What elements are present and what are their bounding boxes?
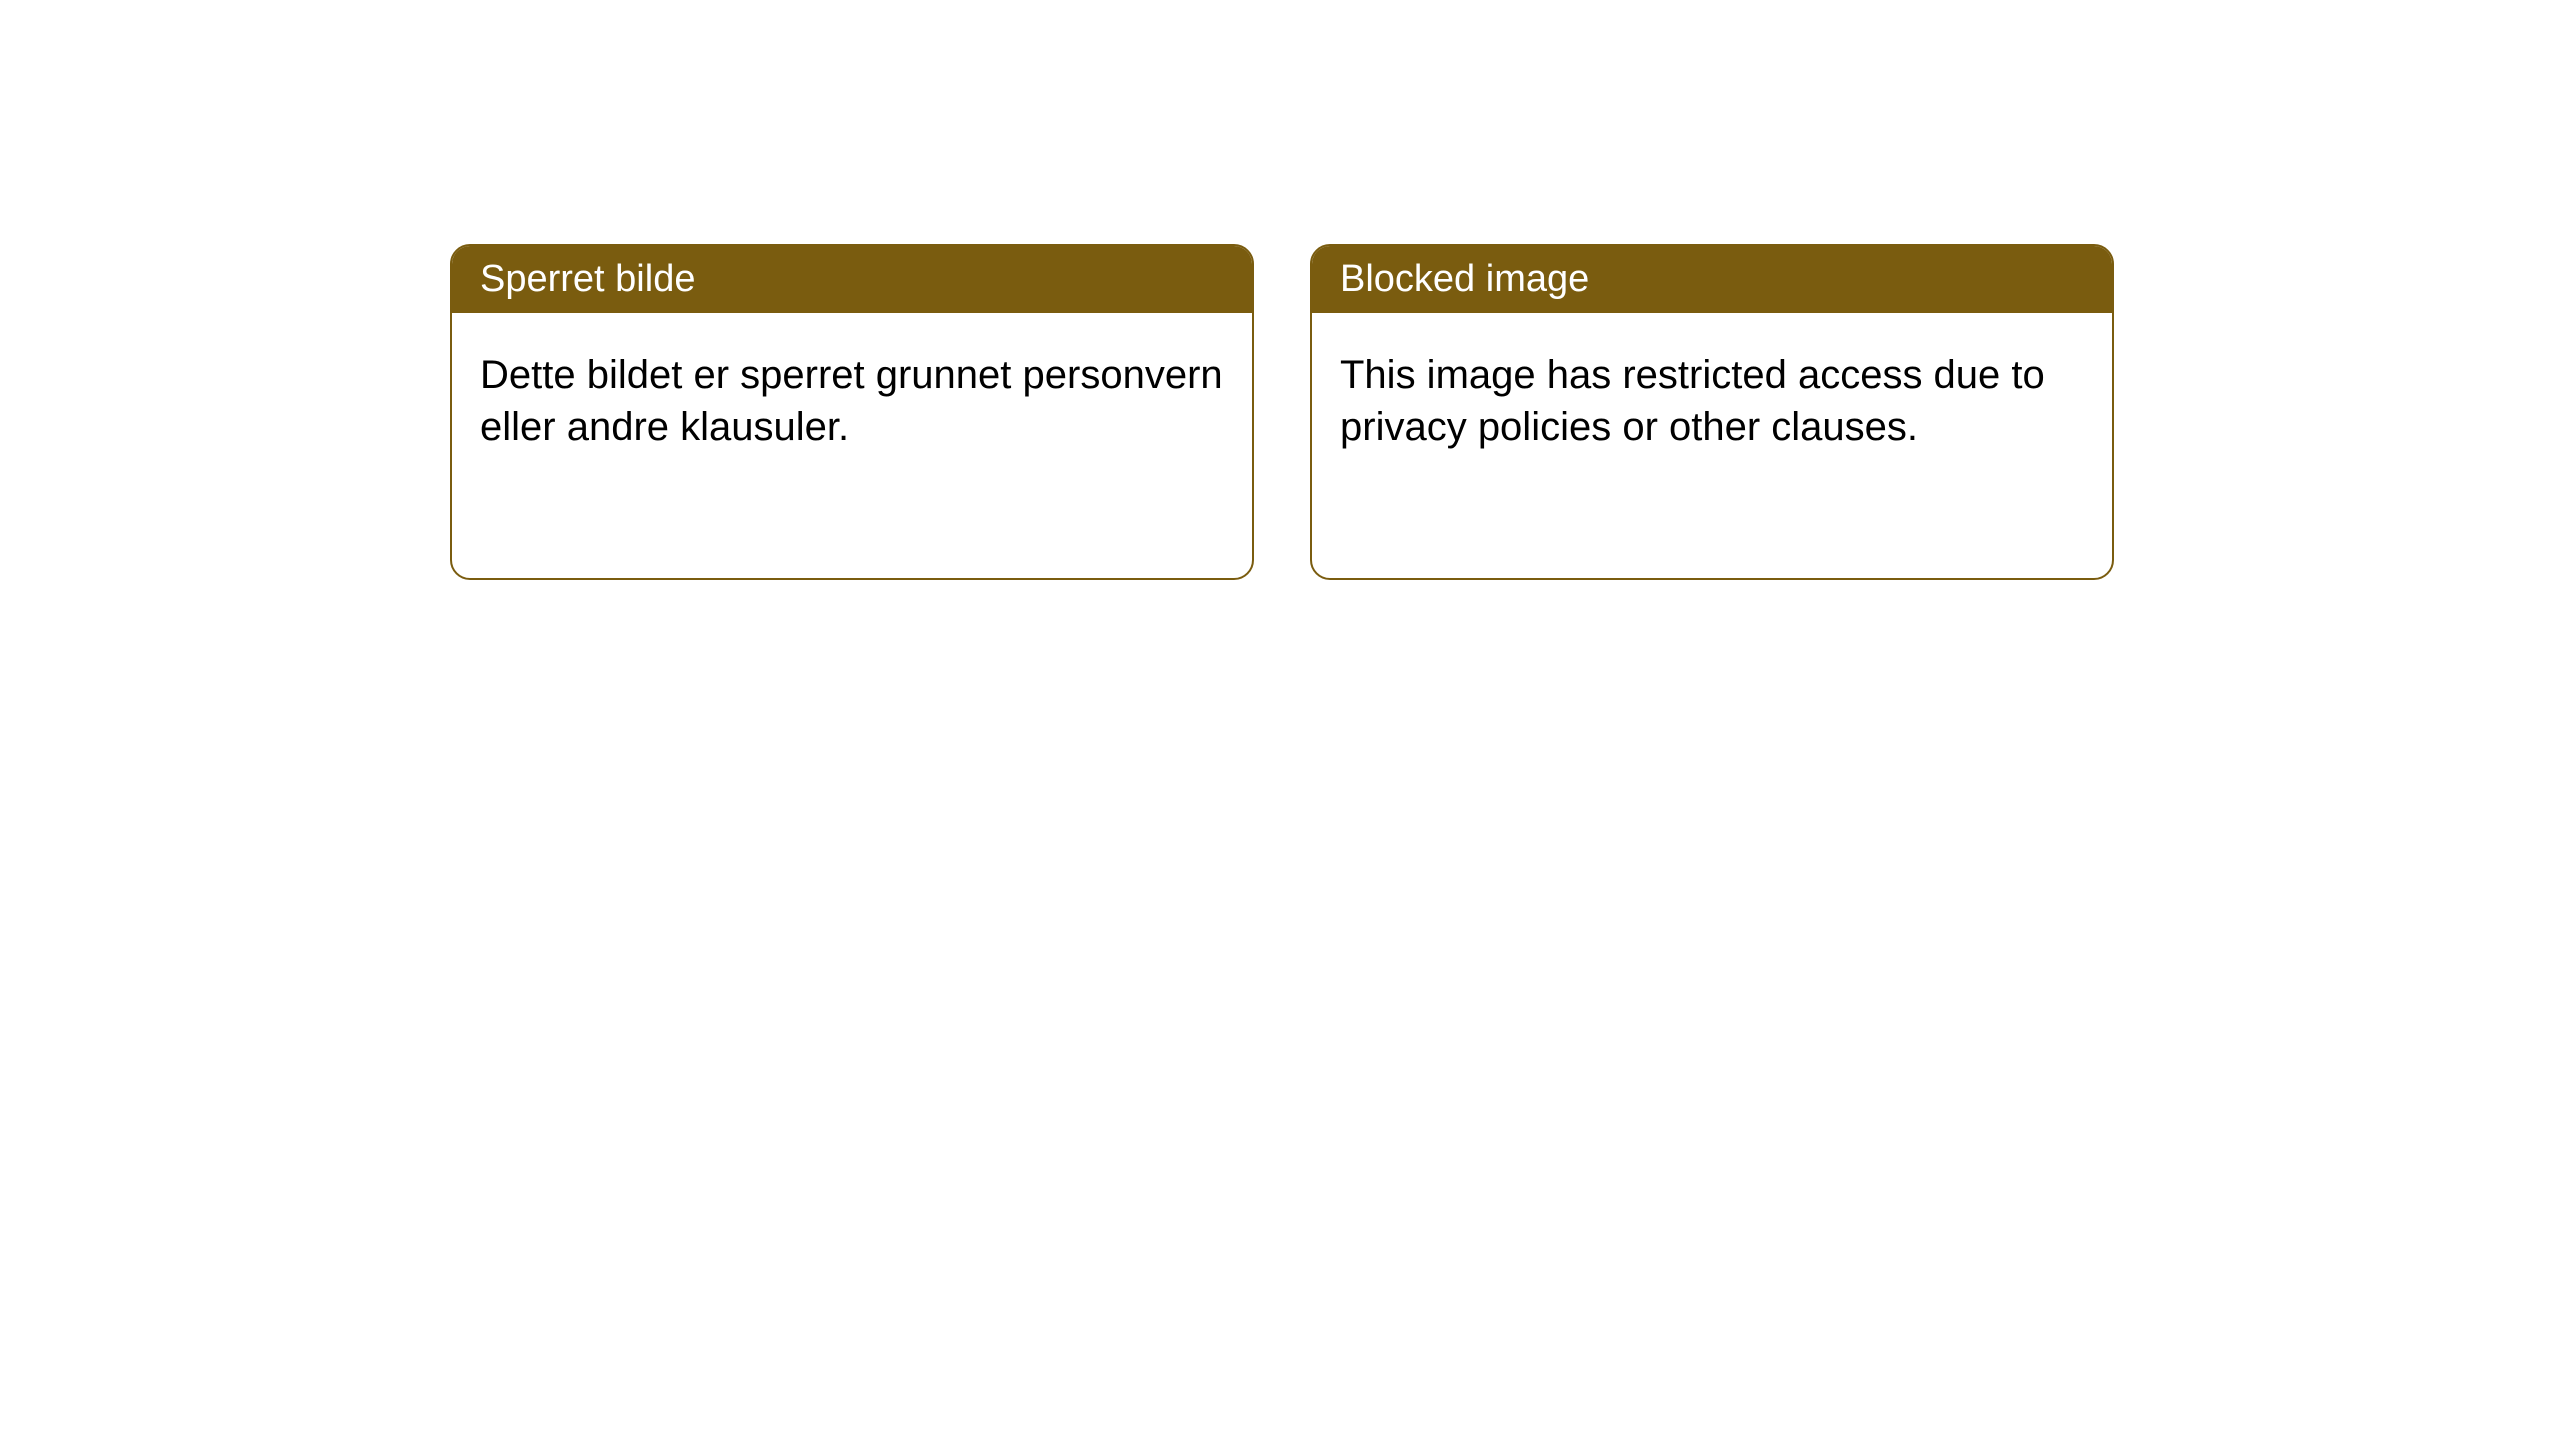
notice-container: Sperret bilde Dette bildet er sperret gr… [450,244,2114,580]
notice-box-english: Blocked image This image has restricted … [1310,244,2114,580]
notice-title: Sperret bilde [480,258,695,300]
notice-box-norwegian: Sperret bilde Dette bildet er sperret gr… [450,244,1254,580]
notice-body: This image has restricted access due to … [1312,313,2112,489]
notice-body-text: Dette bildet er sperret grunnet personve… [480,353,1223,449]
notice-header: Blocked image [1312,246,2112,313]
notice-body-text: This image has restricted access due to … [1340,353,2045,449]
notice-body: Dette bildet er sperret grunnet personve… [452,313,1252,489]
notice-title: Blocked image [1340,258,1589,300]
notice-header: Sperret bilde [452,246,1252,313]
